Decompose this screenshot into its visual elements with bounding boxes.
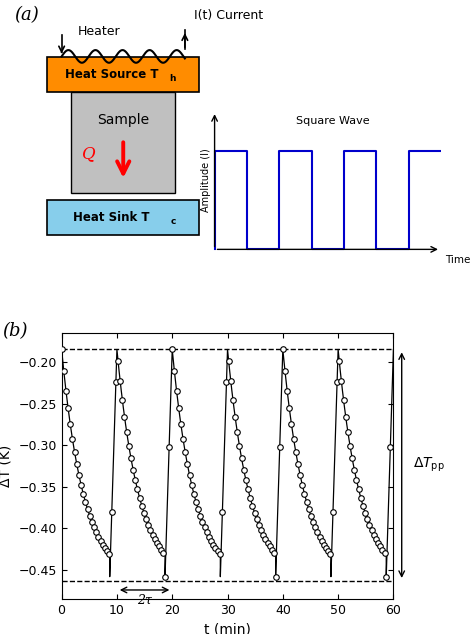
Text: Heat Source T: Heat Source T [64, 68, 158, 81]
Text: c: c [171, 217, 176, 226]
Bar [71, 92, 175, 193]
Text: Amplitude (I): Amplitude (I) [201, 148, 211, 212]
Text: Square Wave: Square Wave [296, 116, 370, 126]
X-axis label: t (min): t (min) [204, 623, 251, 634]
Text: Q: Q [82, 145, 96, 162]
Y-axis label: ΔT (K): ΔT (K) [0, 445, 13, 487]
Text: (a): (a) [14, 6, 39, 24]
Text: Sample: Sample [97, 113, 149, 127]
Text: Heater: Heater [78, 25, 121, 38]
Text: Heat Sink T: Heat Sink T [73, 210, 150, 224]
Text: Time (t): Time (t) [445, 254, 474, 264]
Bar [47, 57, 199, 92]
Text: h: h [169, 74, 176, 83]
Text: (b): (b) [2, 322, 27, 340]
Text: I(t) Current: I(t) Current [194, 10, 264, 22]
Text: $\Delta T_{\rm pp}$: $\Delta T_{\rm pp}$ [413, 456, 445, 474]
Bar [47, 200, 199, 235]
Text: 2τ: 2τ [137, 593, 152, 606]
